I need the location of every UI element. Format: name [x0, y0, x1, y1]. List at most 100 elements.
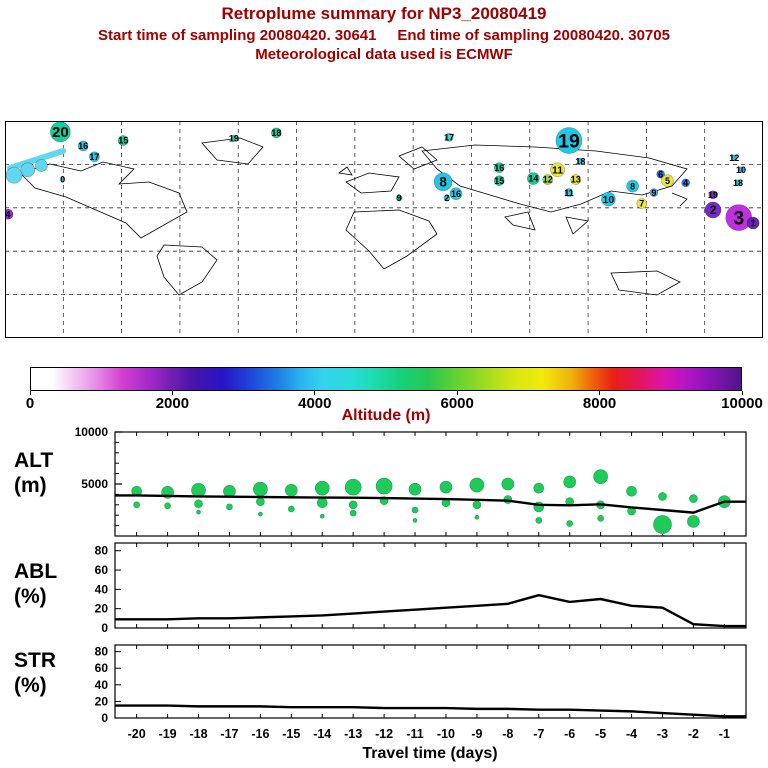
map-bubble-label: 16 — [494, 163, 504, 173]
alt-bubble — [412, 518, 418, 523]
map-bubble — [35, 159, 48, 172]
colorbar-tick-label: 2000 — [155, 395, 190, 412]
map-bubble-label: 15 — [118, 136, 128, 146]
alt-bubble — [689, 494, 698, 503]
map-bubble-label: 8 — [630, 181, 635, 191]
map-bubble — [527, 172, 540, 185]
map-bubble-label: 5 — [665, 176, 670, 186]
alt-bubble — [566, 520, 573, 527]
map-bubble — [20, 162, 36, 178]
map-bubble-label: 9 — [651, 188, 656, 198]
map-bubble-label: 4 — [683, 178, 688, 188]
alt-bubble — [469, 477, 485, 493]
map-bubble-label: 1 — [751, 218, 756, 228]
y-tick-label: 80 — [95, 645, 109, 659]
alt-bubble — [653, 515, 672, 534]
alt-bubble — [439, 480, 453, 494]
colorbar-ticks: 0 2000 4000 6000 8000 10000 — [26, 391, 763, 414]
map-bubble-label: 20 — [52, 124, 69, 141]
y-tick-label: 10000 — [75, 425, 109, 439]
alt-bubble — [196, 509, 201, 515]
map-bubble — [77, 140, 89, 152]
panel-border — [114, 644, 747, 719]
map-bubble — [649, 188, 659, 197]
map-bubble-label: 9 — [397, 193, 402, 203]
map-bubble-label: 7 — [639, 199, 644, 209]
alt-bubble — [348, 500, 358, 510]
map-bubble — [661, 174, 674, 187]
alt-bubble — [194, 499, 203, 509]
x-tick-label: -19 — [159, 727, 177, 741]
colorbar-tick-label: 0 — [25, 395, 35, 412]
colorbar-tick-label: 8000 — [582, 395, 617, 412]
map-grid — [5, 121, 763, 338]
alt-bubble — [164, 502, 171, 510]
map-bubble — [737, 166, 745, 174]
map-bubble-label: 4 — [6, 209, 11, 219]
trajectory-streak — [7, 148, 66, 171]
met-data-line: Meteorological data used is ECMWF — [255, 46, 513, 63]
y-tick-label: 40 — [95, 582, 109, 596]
abl-panel-label: ABL — [14, 560, 57, 583]
alt-bubble — [258, 511, 263, 517]
map-bubble — [656, 169, 665, 179]
alt-bubble — [501, 477, 515, 491]
str-line — [115, 704, 746, 718]
panel-border — [114, 431, 747, 537]
colorbar-tick-label: 10000 — [721, 395, 763, 412]
alt-bubble — [411, 506, 419, 514]
map-bubble-label: 17 — [89, 152, 99, 162]
map-bubble-label: 17 — [444, 132, 454, 142]
colorbar-gradient — [30, 367, 742, 391]
alt-bubble — [593, 469, 608, 485]
map-bubble — [601, 191, 616, 207]
sampling-times: Start time of sampling 20080420. 30641 E… — [98, 27, 670, 44]
map-bubble-label: 0 — [60, 175, 65, 185]
alt-bubble — [658, 492, 667, 501]
map-bubble — [493, 162, 505, 173]
colorbar-tick — [29, 391, 31, 395]
x-tick-label: -15 — [282, 727, 300, 741]
map-border — [5, 121, 763, 338]
x-tick-label: -17 — [220, 727, 238, 741]
y-tick-label: 60 — [95, 563, 109, 577]
map-bubble — [708, 190, 718, 200]
map-bubble-label: 18 — [733, 178, 743, 188]
alt-bubble — [133, 501, 140, 509]
map-bubble-label: 19 — [558, 130, 580, 152]
alt-panel-label: ALT — [14, 449, 53, 472]
y-tick-label: 0 — [101, 621, 108, 635]
colorbar-tick-label: 4000 — [298, 395, 332, 412]
map-bubble-label: 6 — [658, 169, 663, 179]
world-map-panel: 20 16 17 15 0 4 19 18 9 17 8 16 2 19 11 16 15 14 12 13 18 11 1… — [2, 121, 763, 338]
alt-bubble — [375, 477, 393, 495]
alt-bubble — [472, 500, 482, 510]
map-bubble — [730, 154, 738, 162]
map-bubble-label: 2 — [444, 193, 449, 203]
alt-bubble — [319, 513, 325, 519]
map-bubble-label: 13 — [571, 175, 581, 185]
map-bubble — [542, 174, 554, 185]
alt-bubble — [226, 503, 233, 511]
alt-bubble — [316, 497, 328, 509]
coastlines — [19, 137, 688, 296]
x-tick-label: -8 — [502, 727, 513, 741]
map-bubble — [444, 132, 454, 142]
x-tick-label: -7 — [533, 727, 544, 741]
alt-bubble — [285, 483, 298, 497]
panel-abl: 0 20 40 60 80 — [95, 542, 747, 635]
page-title: Retroplume summary for NP3_20080419 — [221, 4, 547, 23]
map-bubble-label: 12 — [543, 175, 553, 185]
abl-panel-unit: (%) — [14, 585, 47, 608]
colorbar-label: Altitude (m) — [341, 407, 431, 424]
colorbar-tick — [171, 391, 173, 395]
map-bubble-label: 19 — [708, 190, 718, 200]
map-bubble — [117, 135, 129, 146]
altitude-colorbar: 0 2000 4000 6000 8000 10000 Altitude (m) — [26, 367, 763, 425]
map-bubble — [681, 178, 690, 188]
x-tick-label: -10 — [437, 727, 455, 741]
